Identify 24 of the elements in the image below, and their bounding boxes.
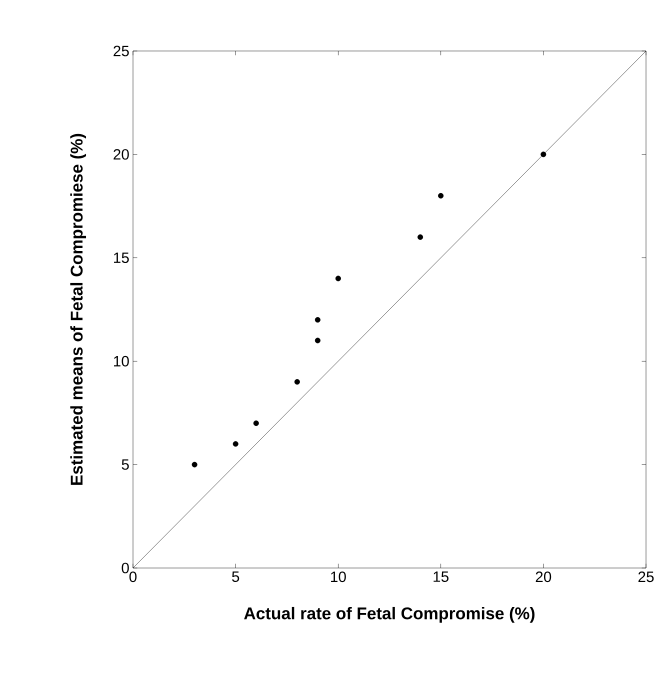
y-tick-label: 10 <box>114 356 129 366</box>
x-axis-title: Actual rate of Fetal Compromise (%) <box>244 606 535 623</box>
point <box>192 462 198 468</box>
y-tick-label: 20 <box>114 149 129 160</box>
point <box>540 152 546 158</box>
x-tick-label: 0 <box>129 572 137 582</box>
y-tick-label: 5 <box>122 459 129 470</box>
x-tick-label: 20 <box>536 572 552 582</box>
point <box>314 317 320 323</box>
point <box>253 420 259 426</box>
y-axis-title: Estimated means of Fetal Compromiese (%) <box>70 134 86 485</box>
point <box>294 379 300 385</box>
point <box>438 192 444 199</box>
point <box>232 441 238 447</box>
x-tick-label: 15 <box>434 572 448 582</box>
x-tick-label: 25 <box>638 572 654 582</box>
y-tick-label: 0 <box>122 562 129 574</box>
y-tick-label: 25 <box>114 46 129 56</box>
x-tick-label: 10 <box>331 572 346 582</box>
point <box>335 276 341 282</box>
x-tick-label: 5 <box>232 572 240 582</box>
point <box>314 338 320 344</box>
y-tick-label: 15 <box>114 252 129 264</box>
point <box>417 234 424 240</box>
